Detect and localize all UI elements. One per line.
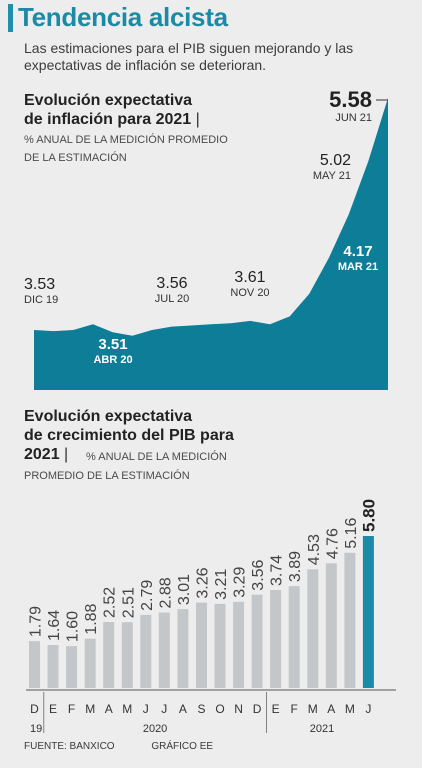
- inflation-value-label-2: 3.56: [156, 275, 187, 292]
- footer: FUENTE: BANXICO GRÁFICO EE: [24, 741, 213, 752]
- title-separator: |: [195, 111, 200, 128]
- gdp-bar-7: [158, 612, 170, 688]
- inflation-area: [34, 97, 388, 391]
- inflation-chart-subtitle: % ANUAL DE LA MEDICIÓN PROMEDIO DE LA ES…: [24, 131, 254, 167]
- gdp-month-label-3: M: [85, 702, 95, 716]
- gdp-month-label-11: N: [234, 702, 243, 716]
- gdp-bar-16: [325, 563, 337, 688]
- page-subtitle: Las estimaciones para el PIB siguen mejo…: [24, 40, 354, 73]
- inflation-title-line2: de inflación para 2021: [24, 111, 192, 128]
- gdp-bar-12: [251, 594, 263, 688]
- gdp-month-label-8: A: [179, 702, 187, 716]
- gdp-bar-11: [233, 601, 245, 688]
- gdp-value-label-0: 1.79: [28, 606, 45, 637]
- gdp-bar-5: [121, 622, 133, 688]
- gdp-month-label-0: D: [30, 702, 39, 716]
- gdp-chart-title: Evolución expectativa de crecimiento del…: [24, 407, 354, 464]
- gdp-bar-2: [66, 646, 78, 688]
- year-label-2019: 19: [30, 723, 42, 735]
- gdp-bar-15: [307, 569, 319, 688]
- inflation-value-label-0: 3.53: [24, 276, 55, 293]
- inflation-date-label-3: NOV 20: [230, 287, 269, 299]
- gdp-value-label-18: 5.80: [359, 499, 378, 532]
- gdp-month-label-14: F: [291, 702, 298, 716]
- gdp-title-line3: 2021: [24, 446, 60, 463]
- page-title: Tendencia alcista: [18, 2, 228, 32]
- gdp-month-label-6: J: [143, 702, 149, 716]
- gdp-value-label-5: 2.51: [120, 587, 137, 618]
- gdp-month-label-13: E: [272, 702, 280, 716]
- gdp-bar-9: [196, 602, 207, 688]
- inflation-value-label-3: 3.61: [234, 269, 265, 286]
- gdp-bar-10: [214, 603, 226, 688]
- gdp-value-label-16: 4.76: [324, 528, 341, 559]
- headline-accent-bar: [8, 4, 13, 32]
- gdp-bar-14: [288, 586, 300, 688]
- gdp-bar-0: [29, 641, 40, 688]
- inflation-date-label-1: ABR 20: [93, 354, 132, 366]
- gdp-title-line2: de crecimiento del PIB para: [24, 427, 234, 444]
- gdp-month-label-2: F: [68, 702, 75, 716]
- inflation-title-line1: Evolución expectativa: [24, 92, 193, 109]
- gdp-value-label-9: 3.26: [195, 567, 212, 598]
- gdp-month-label-16: A: [327, 702, 335, 716]
- gdp-title-line1: Evolución expectativa: [24, 408, 193, 425]
- gdp-value-label-8: 3.01: [176, 574, 193, 605]
- inflation-date-label-5: MAY 21: [313, 170, 351, 182]
- inflation-subtitle-line1: % ANUAL DE LA MEDICIÓN PROMEDIO: [24, 134, 228, 146]
- gdp-subtitle-line1: % ANUAL DE LA MEDICIÓN: [86, 451, 227, 463]
- gdp-value-label-11: 3.29: [232, 567, 249, 598]
- source-note: FUENTE: BANXICO: [24, 741, 115, 752]
- gdp-month-label-15: M: [308, 702, 318, 716]
- inflation-date-label-2: JUL 20: [155, 293, 189, 305]
- gdp-month-label-18: J: [365, 702, 371, 716]
- year-label-2021: 2021: [310, 723, 334, 735]
- gdp-value-label-13: 3.74: [269, 555, 286, 586]
- gdp-subtitle-line2: PROMEDIO DE LA ESTIMACIÓN: [24, 470, 190, 482]
- gdp-bar-17: [344, 552, 356, 688]
- gdp-month-label-5: M: [122, 702, 132, 716]
- gdp-bar-8: [177, 609, 189, 688]
- gdp-value-label-1: 1.64: [46, 610, 63, 641]
- inflation-value-label-1: 3.51: [98, 336, 127, 353]
- gdp-value-label-14: 3.89: [287, 551, 304, 582]
- gdp-bar-18: [362, 536, 374, 688]
- inflation-date-label-6: JUN 21: [335, 112, 372, 124]
- gdp-bar-6: [140, 614, 152, 688]
- inflation-date-label-0: DIC 19: [24, 294, 58, 306]
- gdp-value-label-7: 2.88: [157, 577, 174, 608]
- graphic-credit: GRÁFICO EE: [151, 741, 214, 752]
- gdp-bar-1: [47, 645, 59, 688]
- inflation-value-label-4: 4.17: [343, 243, 372, 260]
- gdp-bar-13: [270, 590, 282, 688]
- gdp-month-label-9: S: [197, 702, 205, 716]
- gdp-bar-4: [103, 622, 115, 688]
- gdp-value-label-6: 2.79: [139, 580, 156, 611]
- gdp-value-label-2: 1.60: [65, 611, 82, 642]
- gdp-month-label-17: M: [345, 702, 355, 716]
- inflation-date-label-4: MAR 21: [338, 261, 378, 273]
- gdp-value-label-12: 3.56: [250, 559, 267, 590]
- title-separator: |: [64, 446, 69, 463]
- gdp-value-label-4: 2.52: [102, 587, 119, 618]
- gdp-month-label-10: O: [215, 702, 224, 716]
- inflation-value-label-5: 5.02: [320, 152, 351, 169]
- gdp-value-label-10: 3.21: [213, 569, 230, 600]
- inflation-subtitle-line2: DE LA ESTIMACIÓN: [24, 152, 127, 164]
- year-label-2020: 2020: [143, 723, 167, 735]
- gdp-month-label-12: D: [253, 702, 262, 716]
- gdp-month-label-7: J: [161, 702, 167, 716]
- inflation-value-label-6: 5.58: [329, 87, 372, 112]
- gdp-bar-3: [84, 638, 96, 688]
- gdp-value-label-3: 1.88: [83, 603, 100, 634]
- gdp-month-label-4: A: [105, 702, 113, 716]
- gdp-value-label-15: 4.53: [306, 534, 323, 565]
- gdp-month-label-1: E: [49, 702, 57, 716]
- gdp-value-label-17: 5.16: [343, 518, 360, 549]
- inflation-chart-title: Evolución expectativa de inflación para …: [24, 91, 254, 129]
